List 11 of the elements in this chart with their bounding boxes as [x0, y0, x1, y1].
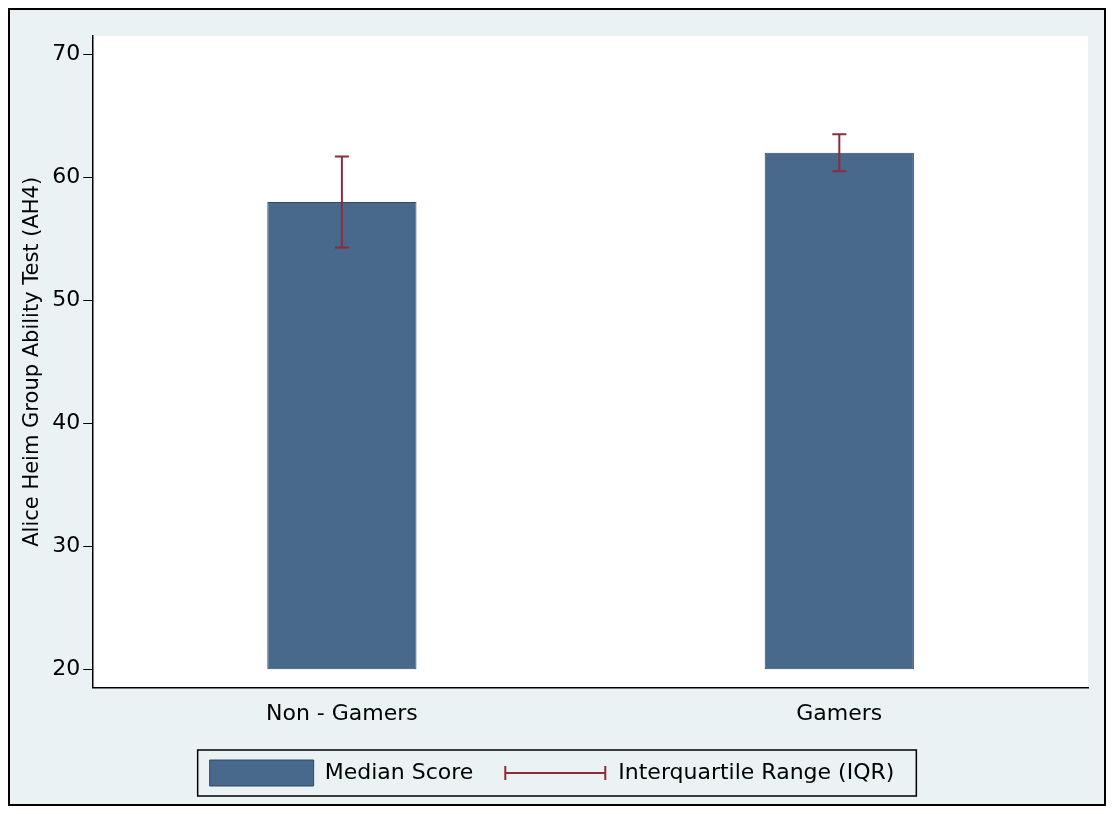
- y-tick-label: 40: [52, 408, 81, 434]
- x-tick-label: Gamers: [796, 699, 883, 725]
- y-axis-title: Alice Heim Group Ability Test (AH4): [19, 176, 44, 547]
- y-tick-label: 20: [52, 654, 81, 680]
- y-tick-label: 30: [52, 531, 81, 557]
- legend-label: Median Score: [324, 758, 474, 784]
- text: Interquartile Range (IQR): [618, 758, 895, 784]
- y-tick-label: 60: [52, 163, 81, 189]
- y-tick-label: 70: [52, 40, 81, 66]
- y-tick-label: 50: [52, 286, 81, 312]
- x-tick-label: Non - Gamers: [266, 699, 418, 725]
